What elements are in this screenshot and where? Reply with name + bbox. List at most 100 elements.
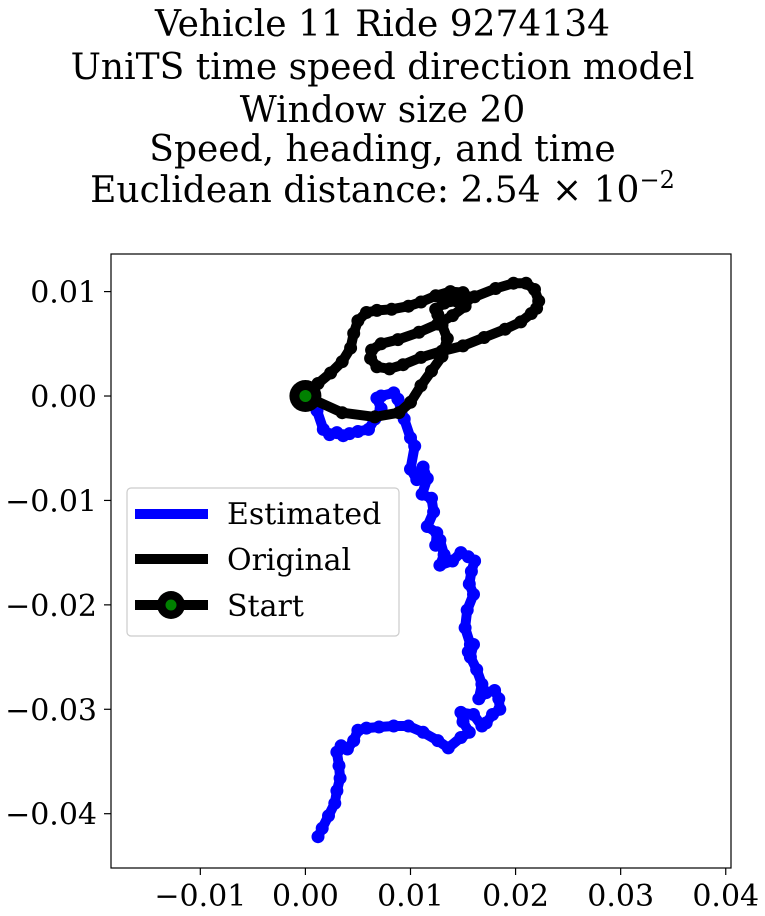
series-point-estimated — [330, 745, 344, 759]
series-point-estimated — [332, 759, 346, 773]
series-point-original — [425, 364, 438, 378]
series-point-original — [414, 295, 428, 309]
series-point-estimated — [467, 638, 480, 651]
x-tick-label: 0.02 — [482, 879, 549, 914]
series-point-estimated — [433, 533, 447, 547]
series-point-estimated — [416, 460, 430, 474]
series-point-estimated — [420, 520, 434, 533]
series-point-original — [498, 322, 512, 336]
series-point-estimated — [463, 650, 477, 664]
title-line-3: Window size 20 — [239, 90, 526, 131]
series-point-estimated — [431, 734, 445, 748]
series-point-original — [477, 331, 491, 344]
y-tick-label: 0.01 — [30, 276, 97, 311]
series-point-original — [335, 355, 349, 369]
series-point-original — [401, 299, 415, 313]
series-point-original — [335, 406, 349, 420]
series-point-estimated — [460, 603, 474, 617]
start-marker — [299, 390, 312, 403]
series-point-original — [385, 302, 399, 316]
series-point-estimated — [467, 587, 480, 601]
series-point-estimated — [328, 796, 342, 810]
series-point-original — [344, 341, 358, 355]
series-point-estimated — [391, 392, 405, 406]
y-tick-label: −0.03 — [5, 693, 97, 728]
series-point-original — [396, 358, 410, 372]
series-point-estimated — [441, 741, 455, 755]
series-point-estimated — [425, 491, 438, 505]
y-tick-label: −0.02 — [5, 589, 97, 624]
title-line-1: Vehicle 11 Ride 9274134 — [154, 4, 611, 45]
series-point-original — [431, 317, 445, 331]
y-tick-label: −0.04 — [5, 798, 97, 833]
series-point-estimated — [330, 784, 344, 798]
series-point-original — [443, 285, 457, 299]
series-point-estimated — [467, 708, 480, 721]
series-point-original — [446, 309, 459, 323]
series-point-estimated — [333, 771, 347, 785]
series-point-original — [528, 283, 541, 296]
series-point-estimated — [420, 472, 434, 485]
series-point-original — [489, 282, 503, 295]
series-point-estimated — [492, 692, 506, 706]
series-point-estimated — [372, 720, 386, 734]
series-point-estimated — [433, 558, 447, 572]
title-line-2: UniTS time speed direction model — [70, 47, 695, 88]
series-point-estimated — [351, 723, 365, 737]
series-point-estimated — [446, 554, 459, 568]
series-point-original — [351, 314, 365, 328]
series-point-estimated — [404, 462, 417, 476]
series-point-original — [507, 276, 520, 290]
series-point-original — [414, 350, 428, 364]
series-point-estimated — [362, 422, 375, 436]
series-point-original — [456, 339, 470, 353]
x-tick-label: 0.03 — [587, 879, 654, 914]
series-point-original — [435, 344, 449, 358]
title-metric-exponent: −2 — [639, 166, 675, 194]
series-point-original — [392, 406, 406, 420]
series-point-estimated — [475, 719, 489, 733]
series-point-estimated — [470, 663, 484, 677]
legend-box — [126, 487, 400, 637]
title-metric-label: Euclidean distance: — [90, 170, 461, 211]
series-point-estimated — [387, 719, 401, 733]
series-point-original — [524, 307, 538, 320]
series-point-original — [383, 362, 396, 376]
series-point-original — [368, 410, 382, 424]
title-metric-mantissa: 2.54 — [460, 170, 541, 211]
plot-frame — [110, 253, 732, 869]
series-point-original — [429, 289, 443, 303]
series-point-original — [324, 366, 338, 380]
series-point-estimated — [410, 473, 424, 487]
series-point-original — [414, 379, 428, 393]
title-metric-times: × 10 — [540, 170, 640, 211]
series-point-original — [404, 395, 417, 409]
legend-label-estimated: Estimated — [227, 497, 381, 532]
series-point-estimated — [456, 715, 470, 729]
series-point-estimated — [401, 719, 415, 733]
series-point-estimated — [322, 809, 335, 823]
title-line-4: Speed, heading, and time — [149, 129, 616, 170]
series-point-original — [437, 296, 451, 310]
series-point-original — [440, 332, 454, 346]
series-point-estimated — [454, 731, 468, 744]
x-tick-label: 0.04 — [692, 879, 759, 914]
series-point-estimated — [416, 725, 430, 739]
series-point-original — [365, 343, 379, 357]
series-point-original — [514, 315, 528, 329]
series-point-estimated — [311, 830, 325, 844]
title-line-5: Euclidean distance: 2.54 × 10−2 — [0, 168, 765, 214]
series-point-estimated — [351, 425, 365, 438]
series-point-original — [347, 326, 361, 340]
legend-label-start: Start — [227, 589, 304, 624]
series-point-estimated — [427, 505, 441, 519]
y-tick-label: −0.01 — [5, 484, 97, 519]
legend-swatch-start-marker — [165, 599, 177, 611]
y-tick-label: 0.00 — [30, 380, 97, 415]
series-point-original — [456, 286, 470, 300]
series-point-original — [412, 325, 426, 339]
series-point-original — [370, 303, 384, 317]
series-point-estimated — [468, 554, 482, 568]
x-tick-label: −0.01 — [154, 879, 246, 914]
